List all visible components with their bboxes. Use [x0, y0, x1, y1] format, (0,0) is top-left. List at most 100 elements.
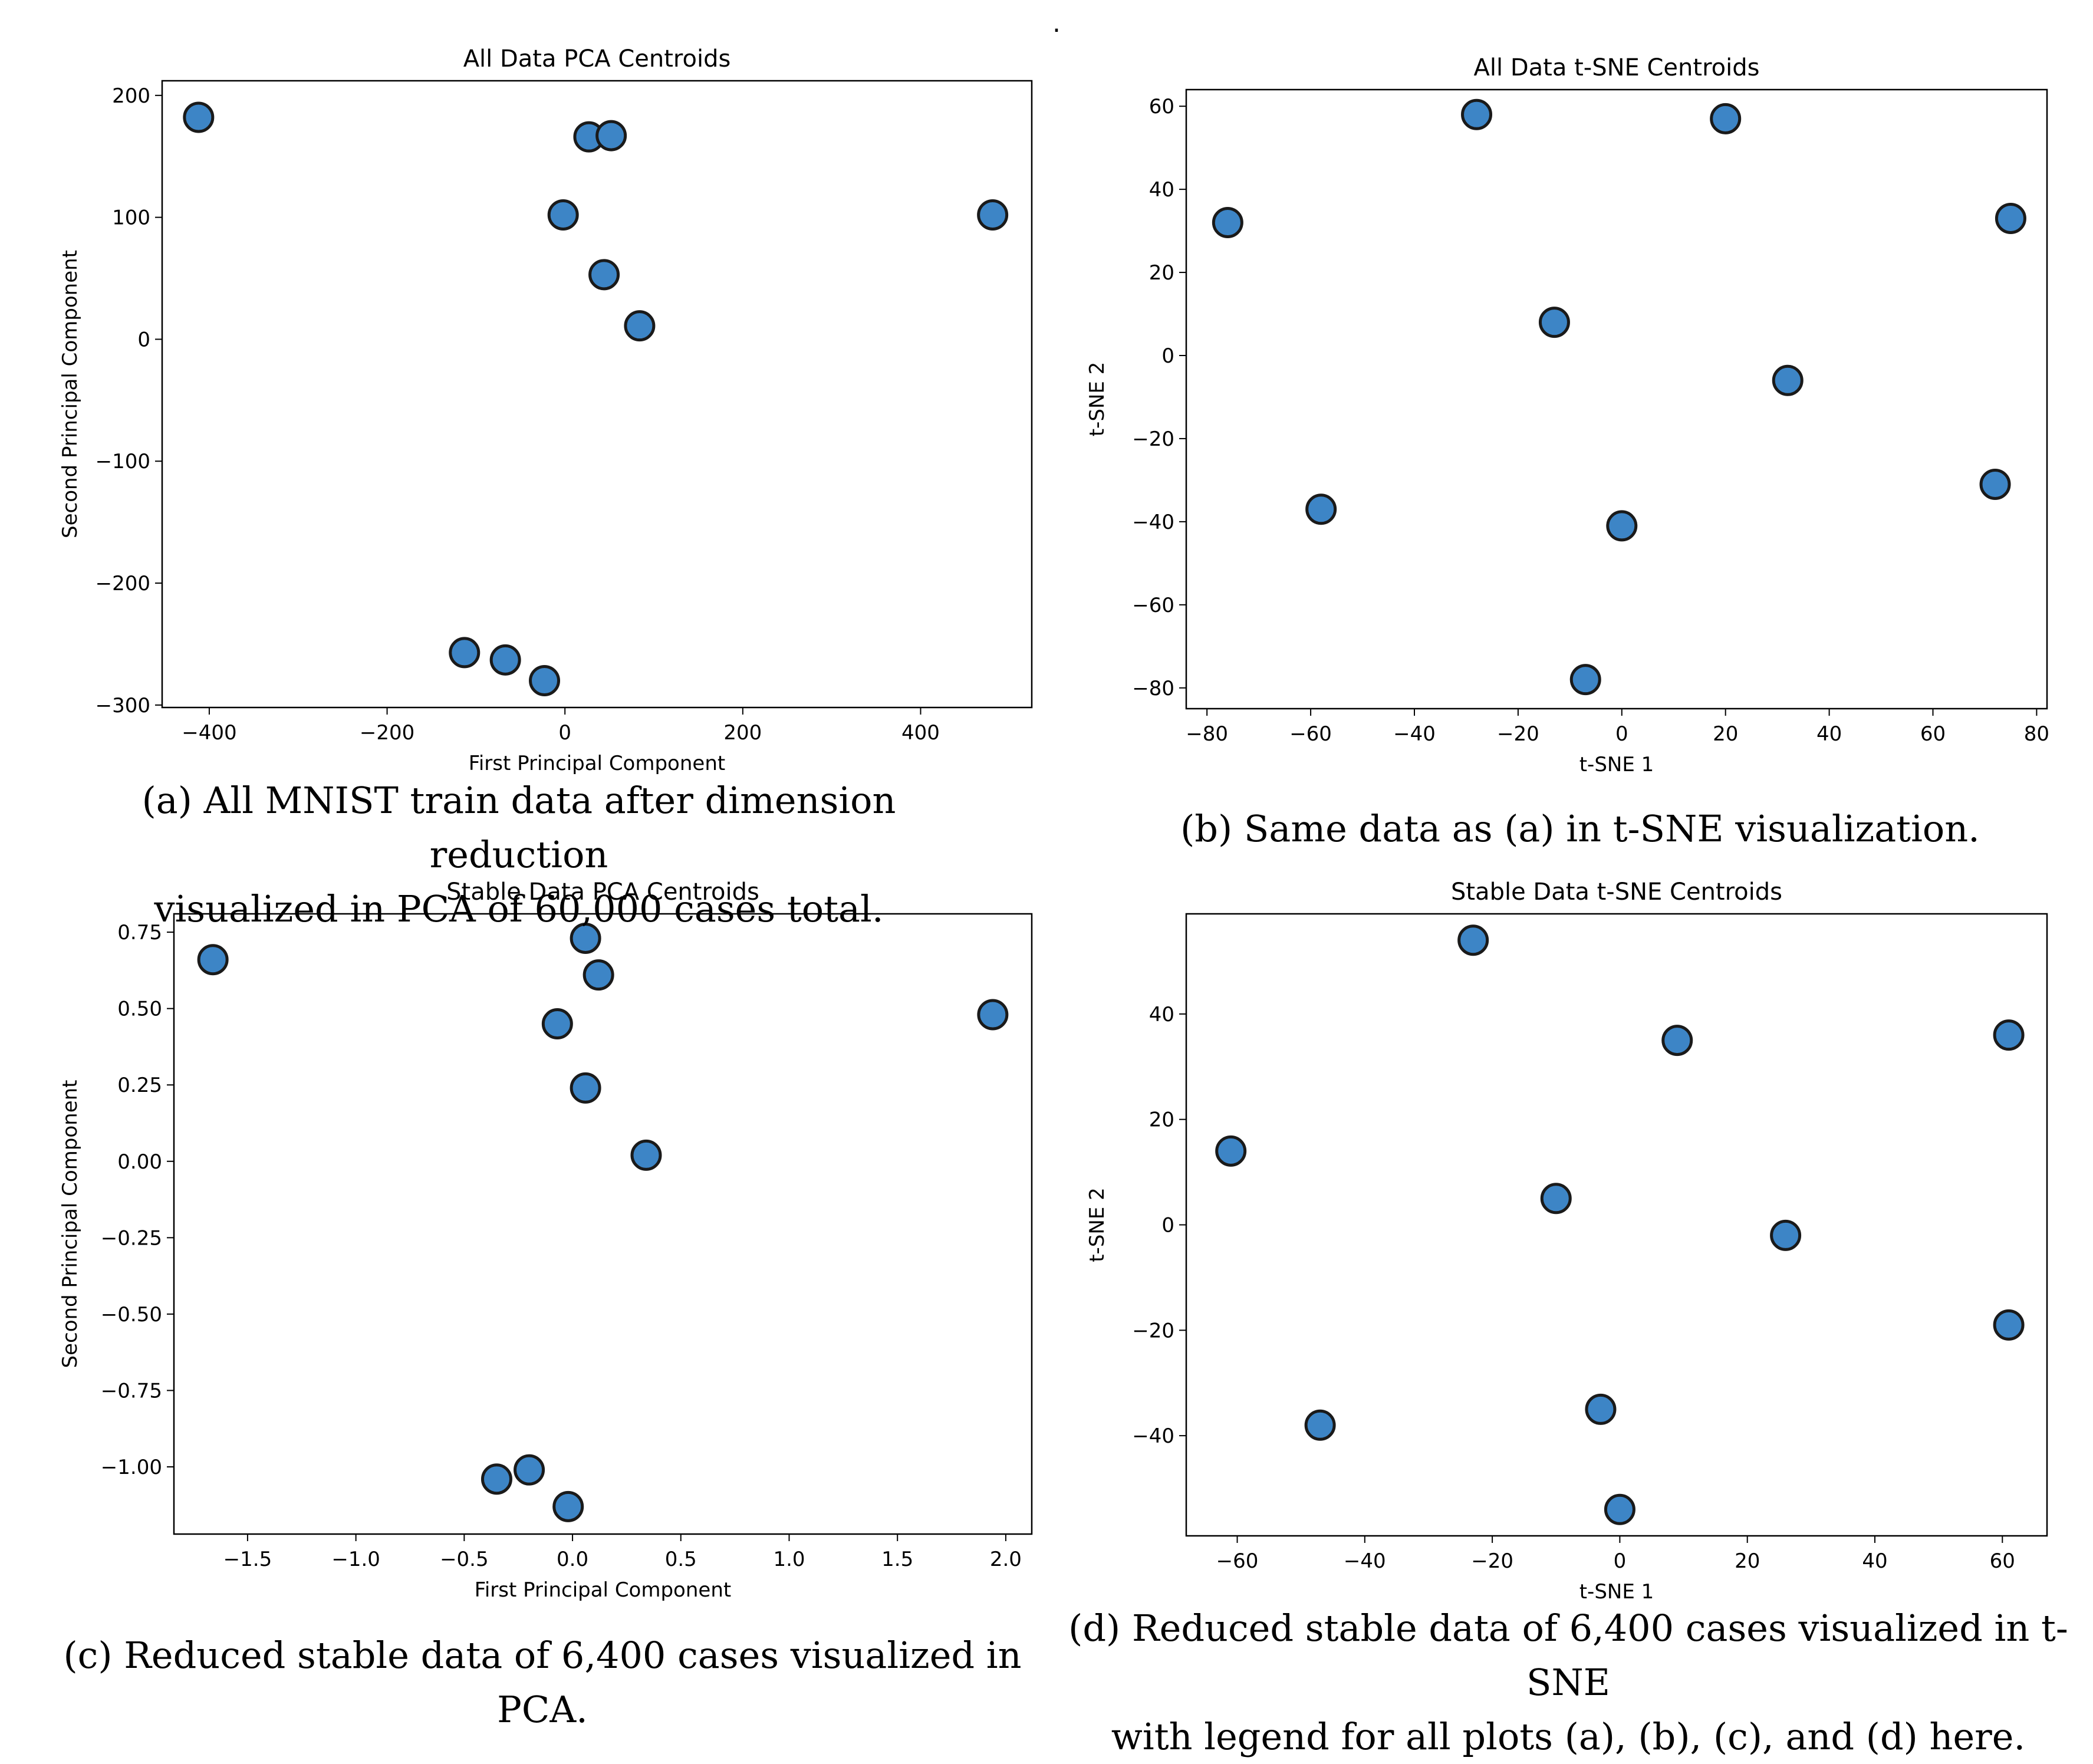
x-tick-label-b: −80: [1186, 722, 1228, 746]
data-point-b: [1772, 364, 1804, 396]
x-axis-label-d: t-SNE 1: [1579, 1580, 1654, 1604]
y-tick-label-c: 0.00: [117, 1150, 162, 1174]
caption-d: (d) Reduced stable data of 6,400 cases v…: [1055, 1601, 2081, 1764]
caption-c-line-1: (c) Reduced stable data of 6,400 cases v…: [63, 1634, 1022, 1731]
data-point-b: [1569, 664, 1601, 696]
caption-d-line-2: with legend for all plots (a), (b), (c),…: [1111, 1715, 2026, 1758]
y-tick-label-d: 0: [1161, 1214, 1174, 1238]
y-tick-label-a: 100: [112, 206, 150, 230]
caption-a: (a) All MNIST train data after dimension…: [88, 774, 949, 936]
chart-title-b: All Data t-SNE Centroids: [1474, 54, 1760, 81]
chart-title-a: All Data PCA Centroids: [463, 45, 731, 73]
data-point-c: [197, 944, 229, 976]
x-tick-label-c: −1.5: [223, 1548, 272, 1571]
x-tick-label-a: 0: [558, 721, 571, 745]
data-point-d: [1993, 1019, 2025, 1051]
x-tick-label-c: 1.5: [881, 1548, 913, 1571]
data-point-c: [570, 922, 601, 954]
y-tick-label-a: −200: [96, 572, 150, 595]
data-point-c: [541, 1008, 573, 1040]
data-point-b: [1305, 493, 1337, 525]
x-tick-label-b: −40: [1393, 722, 1436, 746]
data-point-d: [1304, 1409, 1336, 1441]
plot-frame-b: [1185, 88, 2048, 710]
y-tick-label-d: −40: [1132, 1424, 1174, 1448]
plot-frame-a: [161, 80, 1033, 709]
y-tick-label-b: 0: [1161, 344, 1174, 368]
y-axis-label-b: t-SNE 2: [1085, 362, 1109, 437]
data-point-c: [514, 1454, 545, 1486]
caption-b-line-1: (b) Same data as (a) in t-SNE visualizat…: [1180, 807, 1980, 850]
data-point-a: [588, 259, 620, 291]
data-point-c: [583, 959, 614, 991]
x-tick-label-d: 40: [1862, 1549, 1887, 1573]
y-tick-label-b: 40: [1149, 178, 1174, 202]
chart-title-c: Stable Data PCA Centroids: [446, 878, 759, 906]
plot-frame-d: [1185, 913, 2048, 1537]
y-tick-label-d: −20: [1132, 1319, 1174, 1342]
data-point-b: [1979, 468, 2011, 500]
data-point-b: [1606, 510, 1638, 542]
data-point-c: [552, 1490, 584, 1522]
x-tick-label-c: −0.5: [440, 1548, 489, 1571]
data-point-d: [1993, 1309, 2025, 1341]
y-tick-label-d: 20: [1149, 1108, 1174, 1132]
x-tick-label-b: 20: [1713, 722, 1738, 746]
x-tick-label-d: 20: [1735, 1549, 1760, 1573]
y-tick-label-c: 0.25: [117, 1074, 162, 1097]
x-tick-label-a: −200: [360, 721, 414, 745]
caption-b: (b) Same data as (a) in t-SNE visualizat…: [1156, 802, 2005, 856]
data-point-b: [1212, 207, 1243, 239]
x-tick-label-d: 0: [1614, 1549, 1627, 1573]
data-point-a: [529, 665, 561, 697]
x-tick-label-d: 60: [1990, 1549, 2015, 1573]
y-tick-label-c: −0.50: [101, 1303, 162, 1327]
caption-d-line-1: (d) Reduced stable data of 6,400 cases v…: [1068, 1607, 2068, 1704]
x-tick-label-a: 400: [901, 721, 940, 745]
x-tick-label-a: 200: [723, 721, 762, 745]
panel-a: All Data PCA Centroids −400 −200 0 200 400 −30…: [58, 45, 1033, 775]
y-axis-label-c: Second Principal Component: [58, 1080, 82, 1368]
y-tick-label-c: 0.50: [117, 998, 162, 1021]
x-tick-label-c: 0.5: [665, 1548, 697, 1571]
data-point-d: [1661, 1025, 1693, 1057]
x-tick-label-c: 1.0: [773, 1548, 805, 1571]
data-point-a: [547, 199, 579, 231]
data-point-a: [977, 199, 1009, 231]
x-tick-label-b: 60: [1920, 722, 1946, 746]
y-tick-label-c: −0.75: [101, 1379, 162, 1403]
x-axis-label-b: t-SNE 1: [1579, 753, 1654, 776]
panel-b: All Data t-SNE Centroids −80 −60 −40 −20 0 20 4…: [1085, 54, 2049, 776]
caption-a-line-1: (a) All MNIST train data after dimension…: [141, 779, 896, 876]
x-tick-label-d: −40: [1344, 1549, 1386, 1573]
x-tick-label-b: −20: [1497, 722, 1539, 746]
x-tick-label-b: 40: [1816, 722, 1842, 746]
y-tick-label-c: −0.25: [101, 1226, 162, 1250]
y-tick-label-b: −20: [1132, 427, 1174, 451]
y-tick-label-b: 60: [1149, 95, 1174, 119]
data-point-d: [1604, 1493, 1635, 1525]
data-point-d: [1457, 924, 1489, 956]
data-point-b: [1538, 307, 1570, 338]
y-axis-label-a: Second Principal Component: [58, 250, 82, 538]
x-tick-label-d: −20: [1471, 1549, 1513, 1573]
data-point-a: [449, 637, 481, 669]
x-tick-label-d: −60: [1216, 1549, 1259, 1573]
data-point-a: [489, 644, 521, 676]
y-tick-label-b: −40: [1132, 511, 1174, 534]
data-point-b: [1710, 103, 1742, 134]
y-tick-label-a: −100: [96, 450, 150, 473]
y-tick-label-b: −80: [1132, 677, 1174, 700]
x-axis-label-c: First Principal Component: [475, 1578, 731, 1602]
data-point-c: [977, 999, 1009, 1031]
y-tick-label-b: 20: [1149, 261, 1174, 285]
y-tick-label-a: 200: [112, 84, 150, 108]
x-tick-label-b: 80: [2024, 722, 2049, 746]
y-tick-label-c: −1.00: [101, 1456, 162, 1479]
plot-frame-c: [173, 913, 1033, 1535]
y-tick-label-d: 40: [1149, 1003, 1174, 1026]
x-axis-label-a: First Principal Component: [469, 752, 725, 775]
panel-d: Stable Data t-SNE Centroids −60 −40 −20 0 20 4…: [1085, 878, 2048, 1604]
y-tick-label-a: −300: [96, 694, 150, 718]
figure-canvas: All Data PCA Centroids−400 −200 0 200 400−30…: [58, 45, 2050, 1604]
